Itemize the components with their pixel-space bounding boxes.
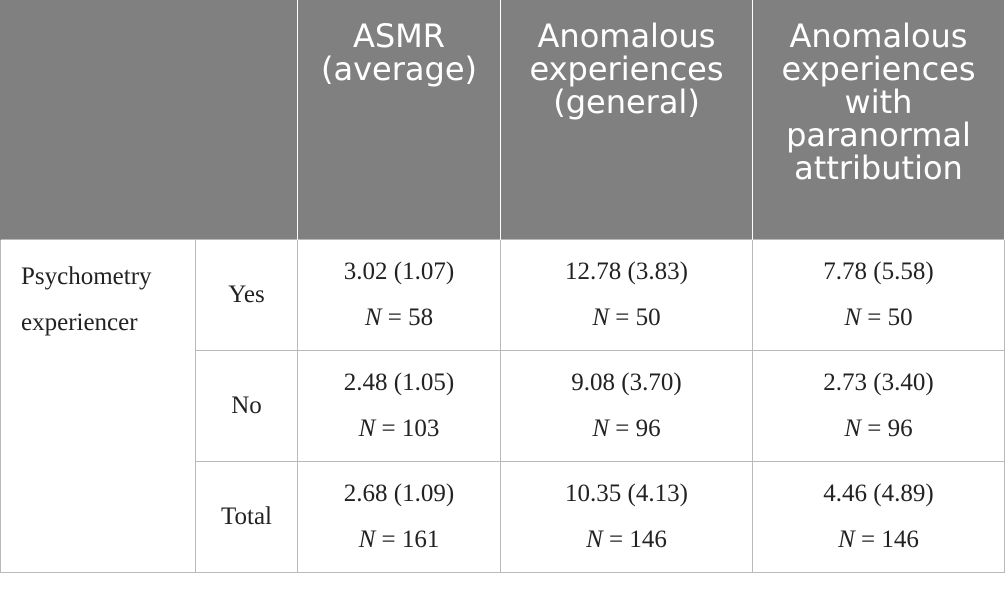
n-value: = 161 — [381, 525, 440, 553]
cell-n: N = 96 — [753, 406, 1004, 452]
cell-n: N = 161 — [298, 517, 500, 563]
cell-no-general: 9.08 (3.70) N = 96 — [500, 349, 753, 462]
results-table-container: ASMR (average) Anomalous experiences (ge… — [0, 0, 1005, 573]
cell-value: 9.08 (3.70) — [571, 368, 682, 396]
level-yes: Yes — [195, 238, 298, 351]
table-row-total: Total 2.68 (1.09) N = 161 10.35 (4.13) N… — [1, 460, 1005, 573]
header-anomalous-general: Anomalous experiences (general) — [500, 0, 753, 239]
cell-n: N = 146 — [753, 517, 1004, 563]
cell-total-paranormal: 4.46 (4.89) N = 146 — [752, 460, 1005, 573]
n-value: = 96 — [867, 414, 913, 442]
n-symbol: N — [844, 414, 862, 442]
n-symbol: N — [364, 303, 382, 331]
cell-yes-asmr: 3.02 (1.07) N = 58 — [297, 238, 501, 351]
n-symbol: N — [586, 525, 603, 553]
group-label-text: Psychometry experiencer — [21, 262, 152, 336]
cell-n: N = 96 — [501, 406, 752, 452]
header-anomalous-paranormal: Anomalous experiences with paranormal at… — [752, 0, 1005, 239]
cell-value: 12.78 (3.83) — [565, 257, 688, 285]
cell-n: N = 103 — [298, 406, 500, 452]
cell-n: N = 146 — [501, 517, 752, 563]
header-asmr-average: ASMR (average) — [297, 0, 501, 239]
cell-no-asmr: 2.48 (1.05) N = 103 — [297, 349, 501, 462]
cell-total-general: 10.35 (4.13) N = 146 — [500, 460, 753, 573]
cell-n: N = 58 — [298, 295, 500, 341]
table-header: ASMR (average) Anomalous experiences (ge… — [0, 0, 1005, 239]
cell-yes-paranormal: 7.78 (5.58) N = 50 — [752, 238, 1005, 351]
n-symbol: N — [844, 303, 862, 331]
cell-value: 2.73 (3.40) — [823, 368, 934, 396]
n-value: = 146 — [609, 525, 667, 553]
n-symbol: N — [592, 303, 610, 331]
cell-value: 2.68 (1.09) — [343, 479, 455, 507]
n-value: = 50 — [615, 303, 661, 331]
level-total: Total — [195, 460, 298, 573]
cell-n: N = 50 — [753, 295, 1004, 341]
table-row-yes: Psychometry experiencer Yes 3.02 (1.07) … — [0, 238, 1005, 573]
table-row-no: No 2.48 (1.05) N = 103 9.08 (3.70) N = 9… — [1, 349, 1005, 462]
n-value: = 58 — [387, 303, 434, 331]
group-label-psychometry-experiencer: Psychometry experiencer — [0, 238, 196, 573]
n-symbol: N — [358, 414, 376, 442]
cell-yes-general: 12.78 (3.83) N = 50 — [500, 238, 753, 351]
cell-n: N = 50 — [501, 295, 752, 341]
n-value: = 96 — [615, 414, 661, 442]
results-table: ASMR (average) Anomalous experiences (ge… — [0, 0, 1005, 573]
n-value: = 50 — [867, 303, 913, 331]
cell-value: 7.78 (5.58) — [823, 257, 934, 285]
cell-total-asmr: 2.68 (1.09) N = 161 — [297, 460, 501, 573]
cell-no-paranormal: 2.73 (3.40) N = 96 — [752, 349, 1005, 462]
cell-value: 3.02 (1.07) — [343, 257, 455, 285]
n-value: = 146 — [861, 525, 919, 553]
n-symbol: N — [838, 525, 855, 553]
level-no: No — [195, 349, 298, 462]
cell-value: 2.48 (1.05) — [343, 368, 455, 396]
cell-value: 10.35 (4.13) — [565, 479, 688, 507]
n-value: = 103 — [381, 414, 440, 442]
table-body: Psychometry experiencer Yes 3.02 (1.07) … — [0, 238, 1005, 573]
header-empty-cell — [0, 0, 298, 239]
cell-value: 4.46 (4.89) — [823, 479, 934, 507]
n-symbol: N — [592, 414, 610, 442]
header-row: ASMR (average) Anomalous experiences (ge… — [0, 0, 1005, 239]
n-symbol: N — [358, 525, 376, 553]
